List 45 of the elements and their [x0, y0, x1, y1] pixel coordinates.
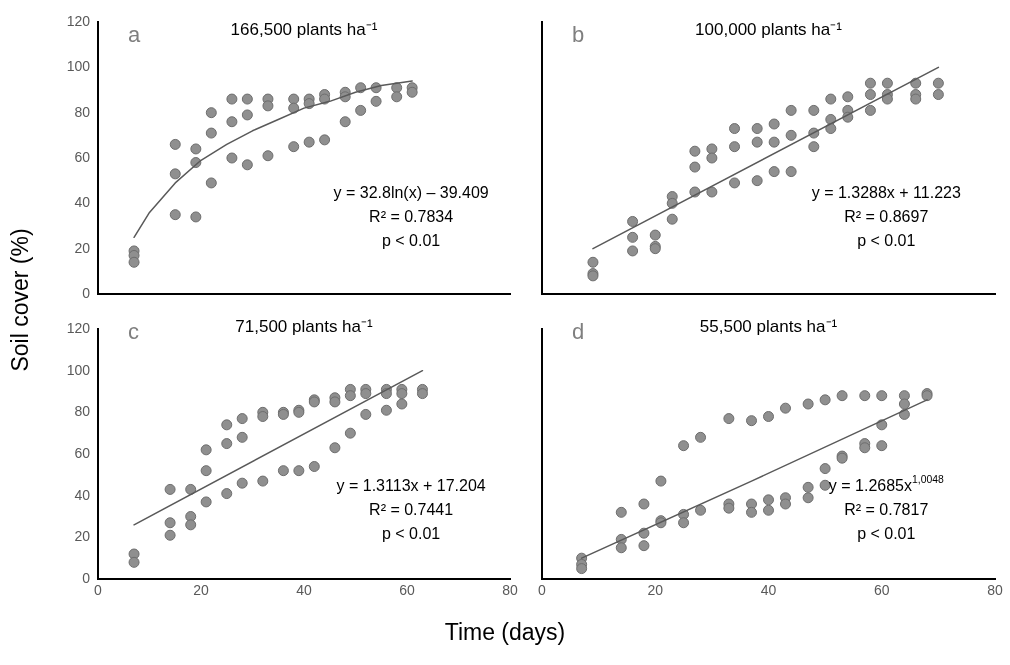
chart-title: 55,500 plants ha⁻¹ [699, 316, 838, 336]
y-tick-label: 120 [66, 319, 91, 336]
y-tick-label: 40 [74, 486, 91, 503]
annotation: b [572, 22, 585, 48]
y-tick-label: 80 [74, 403, 91, 420]
y-tick-label: 20 [74, 239, 91, 256]
x-tick-label: 40 [760, 582, 777, 599]
chart-title: 166,500 plants ha⁻¹ [230, 19, 378, 39]
annotation: R² = 0.7817 [844, 500, 929, 518]
chart-title: 71,500 plants ha⁻¹ [235, 316, 374, 336]
y-tick-label: 100 [66, 58, 91, 75]
x-tick-label: 60 [873, 582, 890, 599]
annotation: a [128, 22, 141, 48]
annotation: y = 1.3288x + 11.223 [811, 183, 961, 201]
x-tick-label: 80 [502, 582, 518, 599]
chart-title: 100,000 plants ha⁻¹ [695, 19, 843, 39]
y-axis-title: Soil cover (%) [6, 228, 34, 372]
annotation: c [128, 319, 139, 345]
y-tick-label: 80 [74, 103, 91, 120]
annotation: p < 0.01 [381, 524, 441, 542]
y-tick-label: 0 [82, 569, 91, 586]
y-tick-label: 20 [74, 528, 91, 545]
x-axis-title: Time (days) [444, 618, 566, 646]
annotation: R² = 0.7834 [369, 207, 454, 225]
y-tick-label: 60 [74, 444, 91, 461]
x-tick-label: 80 [987, 582, 1003, 599]
annotation: y = 32.8ln(x) – 39.409 [333, 183, 489, 201]
annotation: p < 0.01 [381, 231, 441, 249]
x-tick-label: 20 [647, 582, 664, 599]
annotation: R² = 0.7441 [369, 500, 454, 518]
y-tick-label: 0 [82, 284, 91, 301]
x-tick-label: 0 [538, 582, 547, 599]
x-tick-label: 20 [193, 582, 209, 599]
x-tick-label: 60 [399, 582, 415, 599]
y-tick-label: 40 [74, 194, 91, 211]
y-tick-label: 100 [66, 361, 91, 378]
annotation: p < 0.01 [857, 231, 916, 249]
x-tick-label: 40 [296, 582, 312, 599]
annotation: y = 1.3113x + 17.204 [336, 476, 486, 494]
y-tick-label: 60 [74, 148, 91, 165]
annotation: p < 0.01 [857, 524, 916, 542]
x-tick-label: 0 [94, 582, 103, 599]
annotation: R² = 0.8697 [844, 207, 929, 225]
annotation: d [572, 319, 585, 345]
y-tick-label: 120 [66, 12, 91, 29]
